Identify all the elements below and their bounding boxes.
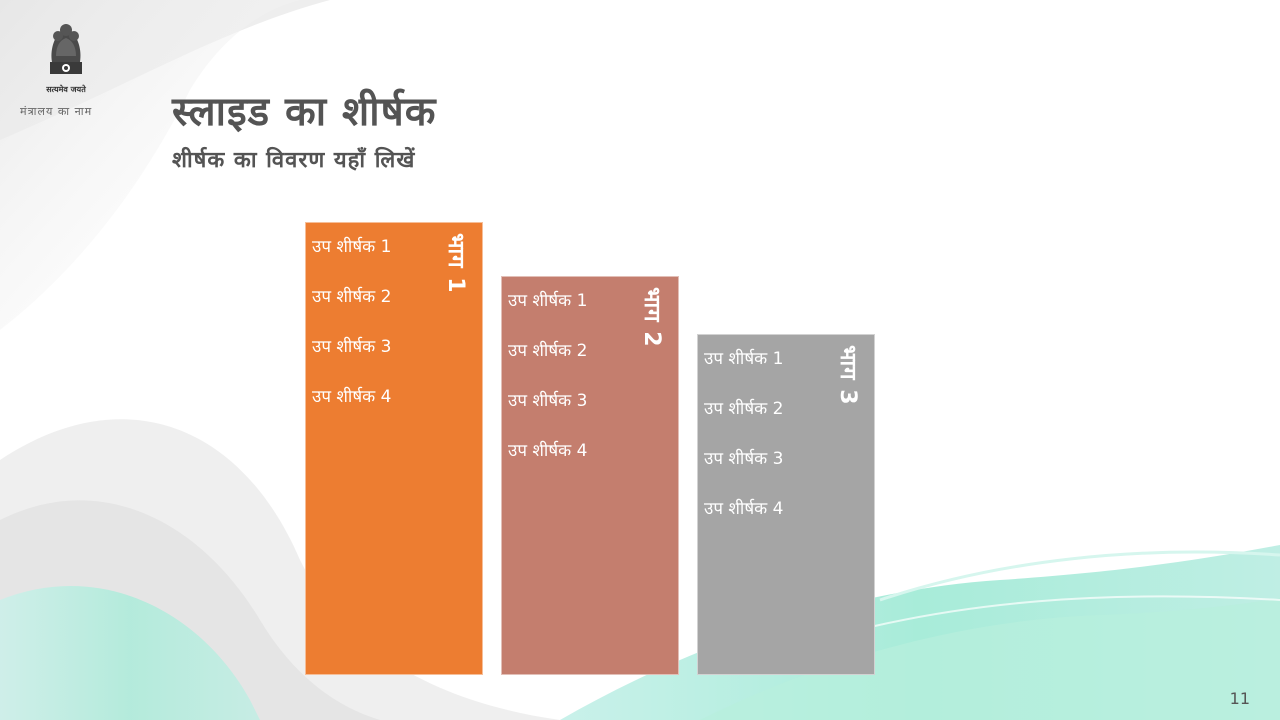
panel-item: उप शीर्षक 4: [704, 499, 784, 519]
national-emblem: सत्यमेव जयते: [36, 16, 96, 98]
panel-item: उप शीर्षक 2: [704, 399, 784, 419]
panel-item: उप शीर्षक 4: [312, 387, 392, 407]
panel-part-1: उप शीर्षक 1 उप शीर्षक 2 उप शीर्षक 3 उप श…: [305, 222, 483, 675]
panel-label: भाग 1: [443, 233, 468, 294]
slide-title: स्लाइड का शीर्षक: [172, 89, 437, 135]
panel-label: भाग 2: [639, 287, 664, 348]
panel-item: उप शीर्षक 1: [704, 349, 784, 369]
panel-item: उप शीर्षक 1: [312, 237, 392, 257]
panel-item: उप शीर्षक 2: [508, 341, 588, 361]
page-number: 11: [1229, 689, 1250, 708]
panel-item: उप शीर्षक 3: [704, 449, 784, 469]
panel-part-2: उप शीर्षक 1 उप शीर्षक 2 उप शीर्षक 3 उप श…: [501, 276, 679, 675]
ministry-name: मंत्रालय का नाम: [20, 105, 93, 118]
panel-label: भाग 3: [835, 345, 860, 406]
panel-item: उप शीर्षक 1: [508, 291, 588, 311]
panel-item: उप शीर्षक 3: [508, 391, 588, 411]
slide-subtitle: शीर्षक का विवरण यहाँ लिखें: [172, 148, 416, 173]
emblem-motto: सत्यमेव जयते: [46, 85, 86, 94]
panel-item: उप शीर्षक 3: [312, 337, 392, 357]
panel-item: उप शीर्षक 2: [312, 287, 392, 307]
lion-capital-icon: [50, 24, 82, 74]
panel-item: उप शीर्षक 4: [508, 441, 588, 461]
panel-part-3: उप शीर्षक 1 उप शीर्षक 2 उप शीर्षक 3 उप श…: [697, 334, 875, 675]
